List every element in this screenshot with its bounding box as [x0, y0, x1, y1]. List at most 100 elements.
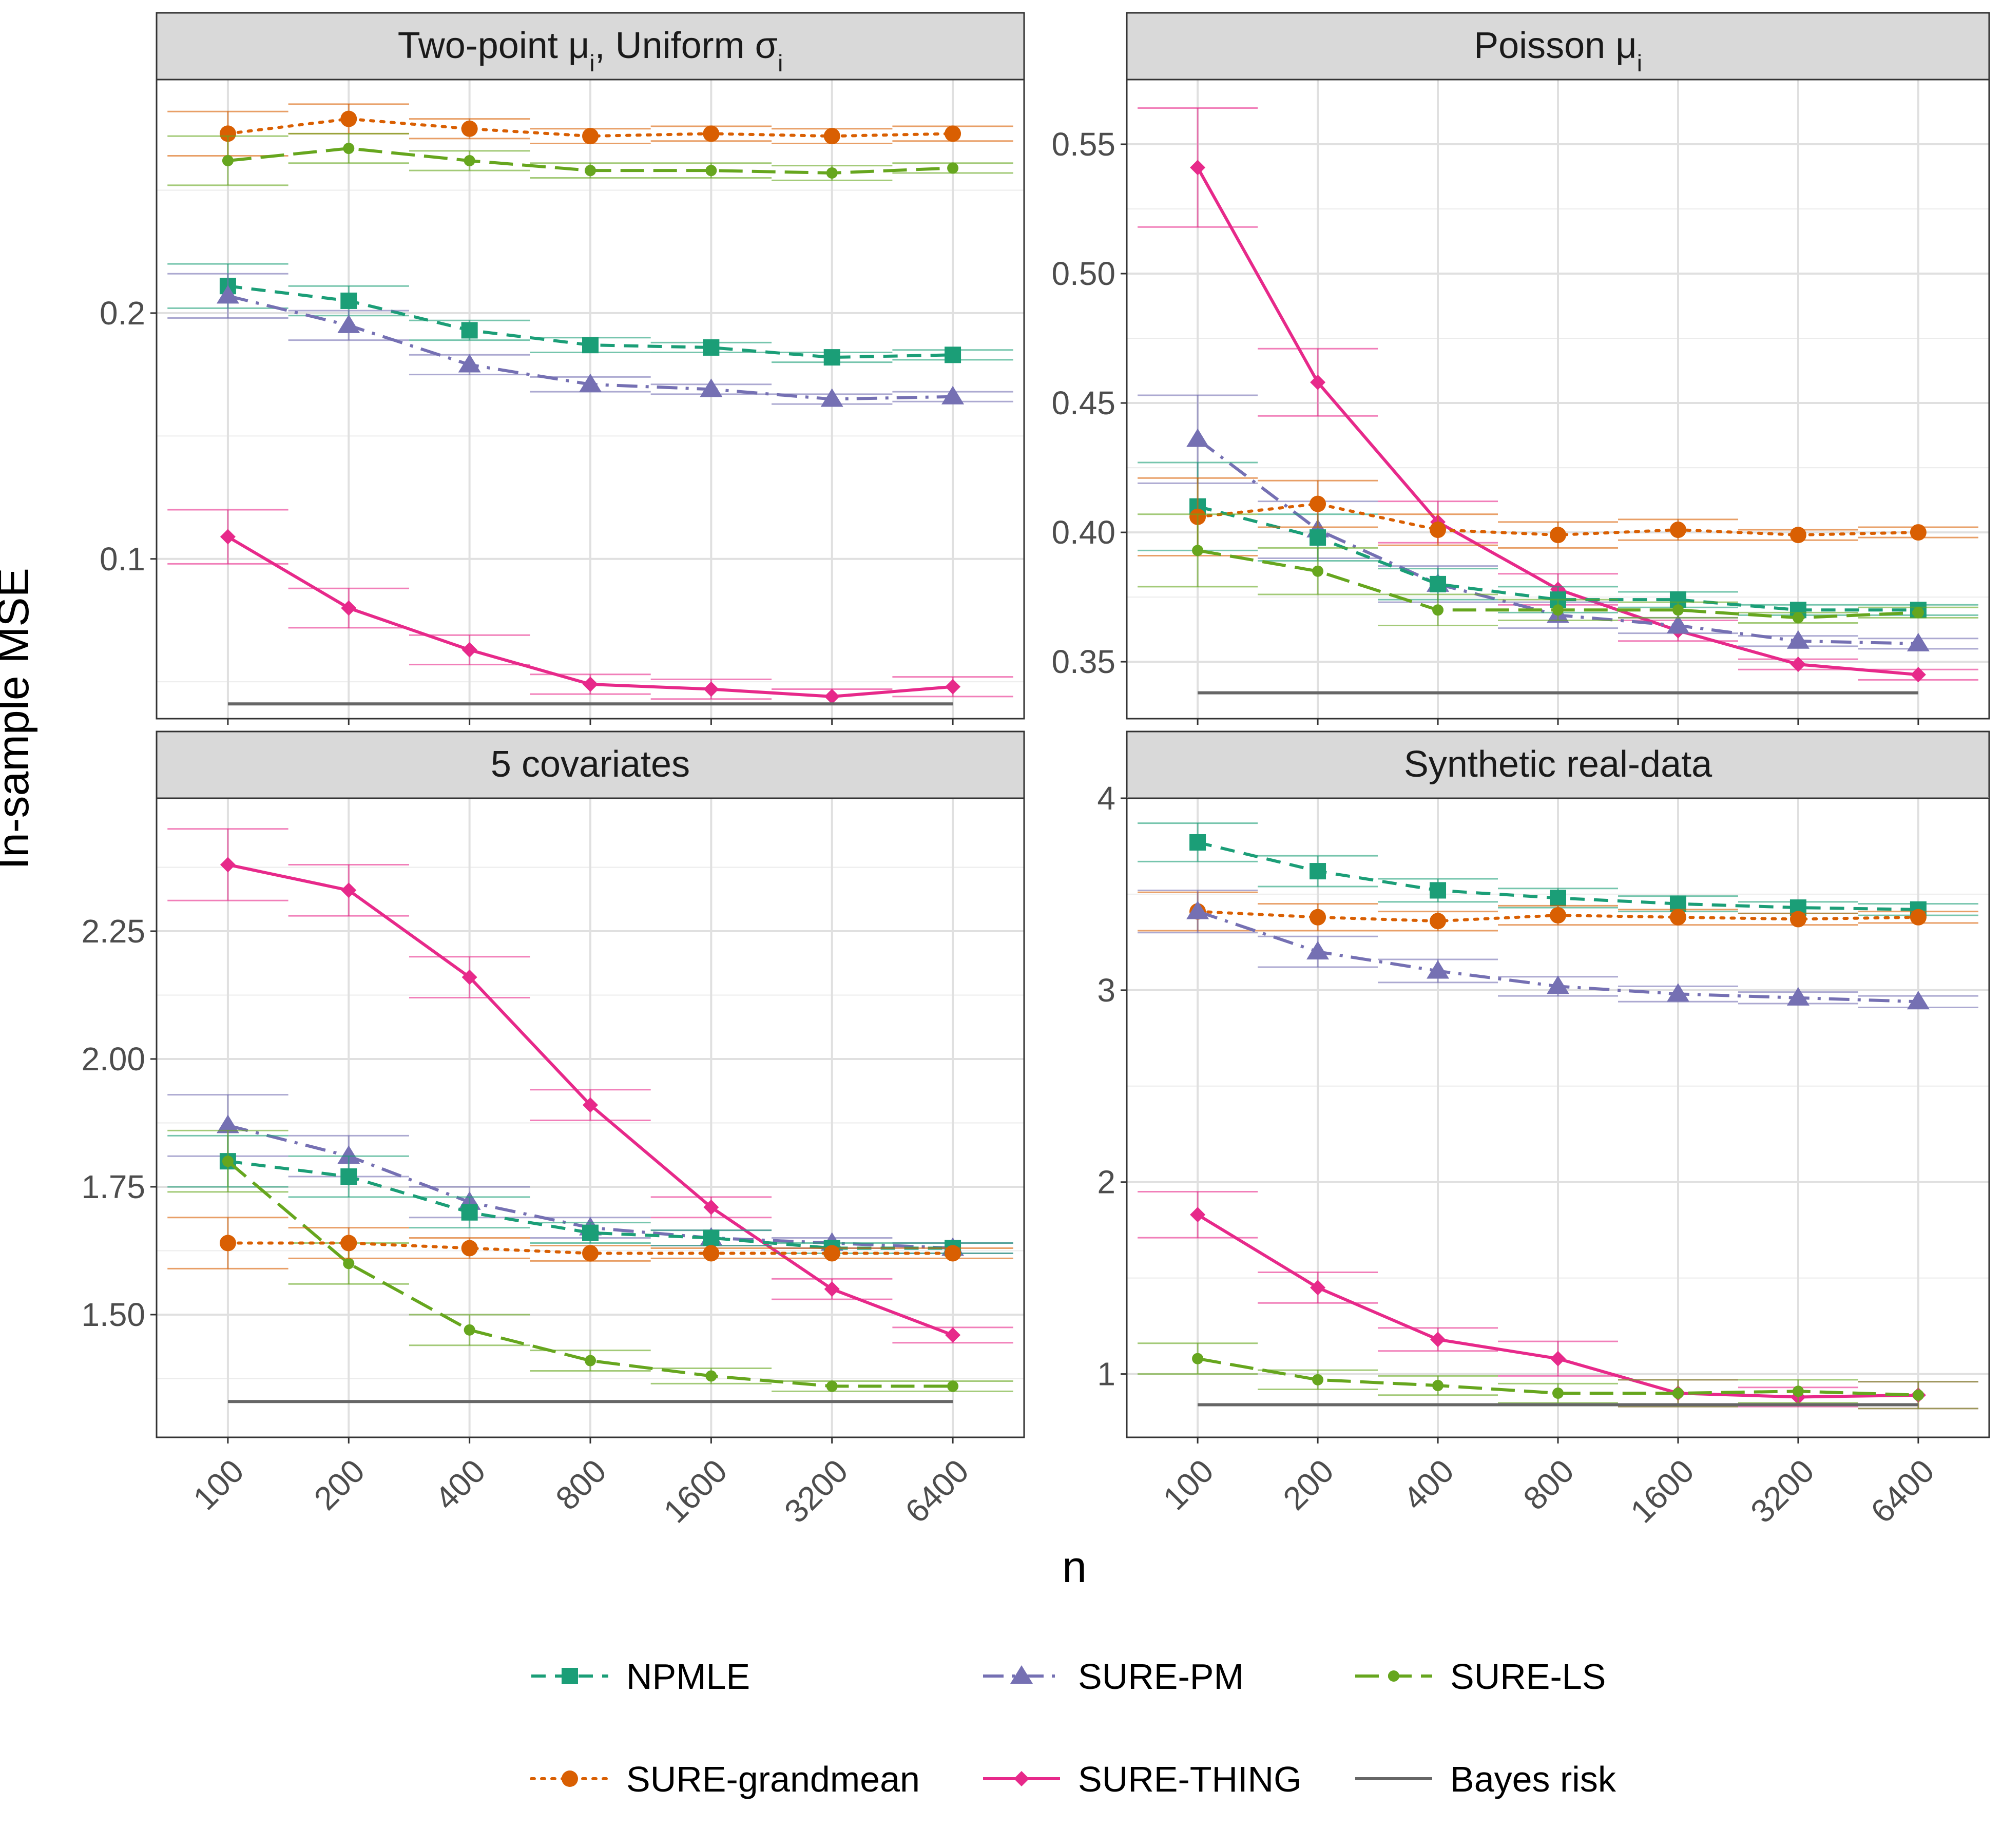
- panel-title-main: Poisson μ: [1474, 25, 1637, 66]
- y-tick-label: 0.2: [100, 295, 145, 332]
- data-point: [461, 1204, 478, 1221]
- data-point: [1550, 527, 1566, 544]
- data-point: [341, 882, 357, 898]
- series-sure_grandmean: [167, 1217, 1013, 1269]
- data-point: [582, 1245, 599, 1262]
- data-point: [343, 143, 355, 155]
- data-point: [1190, 1207, 1206, 1223]
- y-tick-label: 0.1: [100, 541, 145, 578]
- data-point: [1910, 524, 1927, 541]
- data-point: [1789, 911, 1806, 928]
- y-tick-label: 1: [1097, 1356, 1115, 1393]
- legend-label: NPMLE: [626, 1657, 750, 1697]
- panel-strip: [1126, 12, 1990, 81]
- data-point: [945, 346, 961, 363]
- y-tick-label: 3: [1097, 972, 1115, 1009]
- data-point: [824, 688, 840, 704]
- data-point: [1432, 1380, 1444, 1392]
- data-point: [464, 155, 475, 167]
- series-npmle: [167, 263, 1013, 366]
- data-point: [340, 292, 357, 309]
- data-point: [1789, 527, 1806, 544]
- y-tick-label: 0.45: [1051, 384, 1115, 421]
- panel-title: Synthetic real-data: [1404, 744, 1712, 785]
- data-point: [1550, 890, 1566, 907]
- legend-key-marker: [1010, 1665, 1033, 1684]
- series-sure_thing: [167, 828, 1013, 1344]
- data-point: [1786, 987, 1810, 1006]
- data-point: [947, 1380, 959, 1392]
- data-point: [1912, 607, 1924, 619]
- series-sure_ls: [167, 132, 1013, 186]
- data-point: [941, 386, 965, 405]
- data-point: [343, 1258, 355, 1269]
- panel-title-subscript: i: [778, 50, 783, 76]
- y-tick-label: 1.50: [81, 1296, 145, 1333]
- legend-entry-npmle: NPMLE: [531, 1657, 750, 1697]
- legend-key-marker: [1014, 1771, 1029, 1786]
- data-point: [582, 1224, 599, 1241]
- data-point: [1669, 522, 1686, 538]
- panel-title-main: 5 covariates: [491, 744, 690, 785]
- data-point: [1907, 632, 1930, 651]
- data-point: [945, 1327, 961, 1343]
- data-point: [583, 1097, 598, 1113]
- panel-title-subscript: i: [1637, 50, 1642, 76]
- legend-key-marker: [1388, 1670, 1399, 1682]
- panel-title: Two-point μi, Uniform σi: [398, 25, 783, 76]
- data-point: [1310, 909, 1326, 926]
- plot-data: [167, 103, 1013, 706]
- series-sure_thing: [167, 509, 1013, 705]
- data-point: [820, 388, 843, 407]
- plot-data: [1138, 107, 1978, 695]
- series-sure_pm: [167, 273, 1013, 407]
- y-tick-label: 2.00: [81, 1041, 145, 1077]
- panel-1: Two-point μi, Uniform σi 0.1 0.2: [100, 12, 1025, 725]
- data-point: [1786, 630, 1810, 649]
- legend-label: SURE-grandmean: [626, 1759, 920, 1799]
- series-sure_ls: [1138, 1342, 1978, 1410]
- panel-strip: [156, 730, 1025, 799]
- panel-title: 5 covariates: [491, 744, 690, 785]
- data-point: [1312, 565, 1324, 577]
- data-point: [823, 349, 840, 366]
- panel-2: Poisson μi 0.35 0.40 0.45 0.50 0.55: [1051, 12, 1990, 725]
- data-point: [1552, 604, 1564, 616]
- data-point: [219, 1235, 236, 1252]
- data-point: [461, 969, 477, 985]
- panel-title: Poisson μi: [1474, 25, 1642, 76]
- y-axis-title: In-sample MSE: [0, 568, 38, 870]
- grid: [157, 798, 1024, 1437]
- legend-key-marker: [562, 1668, 578, 1684]
- data-point: [583, 676, 598, 692]
- data-point: [1310, 374, 1326, 390]
- data-point: [705, 165, 717, 177]
- data-point: [703, 1229, 720, 1246]
- data-point: [947, 162, 959, 174]
- data-point: [1310, 529, 1326, 546]
- data-point: [703, 339, 720, 356]
- data-point: [582, 128, 599, 145]
- data-point: [458, 354, 481, 373]
- data-point: [1186, 428, 1209, 447]
- data-point: [1310, 495, 1326, 512]
- plot-data: [1138, 822, 1978, 1410]
- data-point: [1312, 1374, 1324, 1385]
- data-point: [340, 110, 357, 127]
- y-tick-label: 0.35: [1051, 643, 1115, 680]
- y-tick-label: 0.55: [1051, 126, 1115, 163]
- legend-key-marker: [562, 1770, 578, 1787]
- legend-label: SURE-LS: [1450, 1657, 1606, 1697]
- series-sure_grandmean: [1138, 477, 1978, 556]
- y-tick-label: 1.75: [81, 1168, 145, 1205]
- data-point: [1430, 522, 1447, 538]
- data-point: [1306, 941, 1330, 960]
- data-point: [1427, 960, 1450, 979]
- data-point: [703, 681, 719, 697]
- data-point: [823, 1245, 840, 1262]
- legend-label: SURE-PM: [1078, 1657, 1244, 1697]
- data-point: [337, 1145, 360, 1164]
- data-point: [582, 337, 599, 354]
